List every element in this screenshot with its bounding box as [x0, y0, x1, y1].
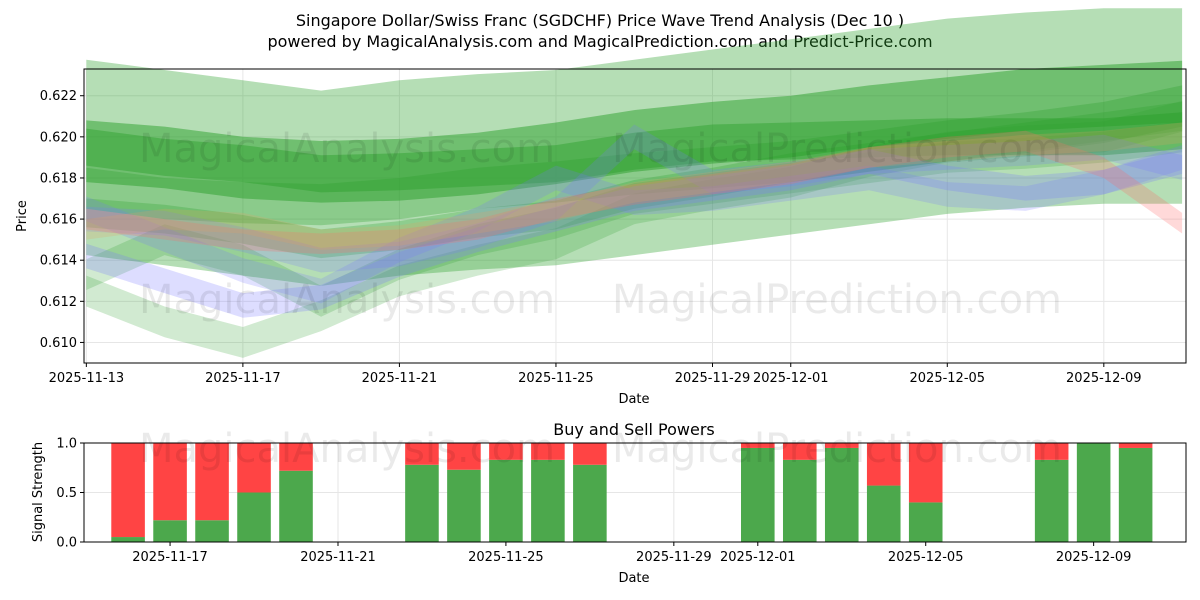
price-y-tick-label: 0.614	[40, 254, 77, 269]
price-y-tick-label: 0.622	[40, 89, 77, 104]
buy-bar	[447, 469, 481, 542]
sell-bar	[866, 443, 901, 486]
price-band-mid-trend	[86, 112, 1183, 193]
price-chart: MagicalAnalysis.com MagicalPrediction.co…	[15, 8, 1187, 407]
power-y-tick-label: 0.0	[56, 536, 77, 551]
power-x-tick-label: 2025-11-21	[300, 550, 376, 565]
price-y-tick-label: 0.612	[40, 295, 77, 310]
sell-bar	[908, 443, 943, 503]
power-x-tick-label: 2025-11-29	[636, 550, 712, 565]
price-x-tick-label: 2025-12-09	[1066, 371, 1142, 386]
chart-title-line2: powered by MagicalAnalysis.com and Magic…	[267, 32, 932, 51]
buy-bar	[782, 459, 817, 542]
price-x-tick-label: 2025-11-29	[675, 371, 751, 386]
price-x-tick-label: 2025-11-21	[362, 371, 438, 386]
price-band-long-trend	[86, 60, 1183, 203]
watermark-analysis-2: MagicalAnalysis.com	[139, 277, 555, 323]
buy-bar	[279, 470, 313, 542]
sell-bar	[111, 443, 145, 538]
price-x-tick-label: 2025-12-05	[910, 371, 986, 386]
price-y-ticks: 0.610 0.612 0.614 0.616 0.618 0.620 0.622	[40, 89, 84, 351]
power-y-tick-label: 1.0	[56, 437, 77, 452]
buy-bar	[111, 537, 145, 542]
price-x-label: Date	[618, 392, 649, 407]
price-band-falling-band	[86, 85, 1183, 226]
buy-bar	[741, 447, 775, 542]
price-y-label: Price	[15, 200, 30, 232]
sell-bar	[1034, 443, 1069, 460]
buy-bar	[824, 447, 859, 542]
price-x-tick-label: 2025-12-01	[753, 371, 829, 386]
power-bars	[111, 443, 1153, 542]
watermark-prediction: MagicalPrediction.com	[612, 126, 1062, 172]
price-band-orange-wave	[86, 122, 1183, 250]
sell-bar	[782, 443, 817, 460]
buy-bar	[1034, 459, 1069, 542]
power-chart-title: Buy and Sell Powers	[553, 420, 715, 439]
power-y-ticks: 0.0 0.5 1.0	[56, 437, 84, 551]
price-band-blue-wave-a	[86, 149, 1183, 318]
power-chart: Buy and Sell Powers MagicalAnalysis.com …	[31, 420, 1187, 586]
sell-bar	[741, 443, 775, 448]
power-x-label: Date	[618, 571, 649, 586]
power-x-tick-label: 2025-12-01	[720, 550, 796, 565]
power-x-tick-label: 2025-12-09	[1056, 550, 1132, 565]
price-band-wave-a	[86, 100, 1183, 358]
buy-bar	[1118, 447, 1153, 542]
watermark-prediction-2: MagicalPrediction.com	[612, 277, 1062, 323]
price-x-tick-label: 2025-11-13	[49, 371, 125, 386]
price-y-tick-label: 0.610	[40, 336, 77, 351]
sell-bar	[195, 443, 229, 521]
sell-bar	[489, 443, 523, 460]
buy-bar	[195, 520, 229, 542]
chart-title-line1: Singapore Dollar/Swiss Franc (SGDCHF) Pr…	[296, 11, 904, 30]
price-band-blue-wave-b	[86, 145, 1183, 304]
buy-bar	[531, 459, 565, 542]
buy-bar	[153, 520, 187, 542]
sell-bar	[447, 443, 481, 470]
power-x-tick-label: 2025-11-17	[132, 550, 208, 565]
price-x-tick-label: 2025-11-25	[518, 371, 594, 386]
sell-bar	[824, 443, 859, 448]
sell-bar	[1118, 443, 1153, 448]
power-x-ticks: 2025-11-17 2025-11-21 2025-11-25 2025-11-29…	[132, 542, 1131, 565]
price-x-ticks: 2025-11-13 2025-11-17 2025-11-21 2025-11-25…	[49, 363, 1142, 386]
power-x-tick-label: 2025-11-25	[468, 550, 544, 565]
sell-bar	[531, 443, 565, 460]
sell-bar	[405, 443, 439, 465]
watermark-analysis-3: MagicalAnalysis.com	[139, 426, 555, 472]
buy-bar	[908, 502, 943, 542]
price-band-wave-b	[86, 121, 1183, 317]
buy-bar	[489, 459, 523, 542]
watermark-analysis: MagicalAnalysis.com	[139, 126, 555, 172]
sell-bar	[573, 443, 607, 465]
buy-bar	[1076, 443, 1111, 542]
power-y-tick-label: 0.5	[56, 486, 77, 501]
buy-bar	[237, 492, 271, 542]
price-y-tick-label: 0.616	[40, 213, 77, 228]
sell-bar	[153, 443, 187, 521]
buy-bar	[405, 464, 439, 542]
price-y-tick-label: 0.618	[40, 171, 77, 186]
watermark-prediction-3: MagicalPrediction.com	[612, 426, 1062, 472]
buy-bar	[573, 464, 607, 542]
power-x-tick-label: 2025-12-05	[888, 550, 964, 565]
power-y-label: Signal Strength	[31, 442, 46, 542]
buy-bar	[866, 485, 901, 542]
sell-bar	[237, 443, 271, 493]
price-band-red-wave	[86, 130, 1183, 254]
price-y-tick-label: 0.620	[40, 130, 77, 145]
price-plot-frame	[83, 68, 1187, 364]
sell-bar	[279, 443, 313, 471]
price-band-blue-wave-c	[86, 124, 1183, 273]
price-x-tick-label: 2025-11-17	[205, 371, 281, 386]
price-band-wave-c	[86, 101, 1183, 259]
price-wave-bands	[86, 8, 1183, 358]
